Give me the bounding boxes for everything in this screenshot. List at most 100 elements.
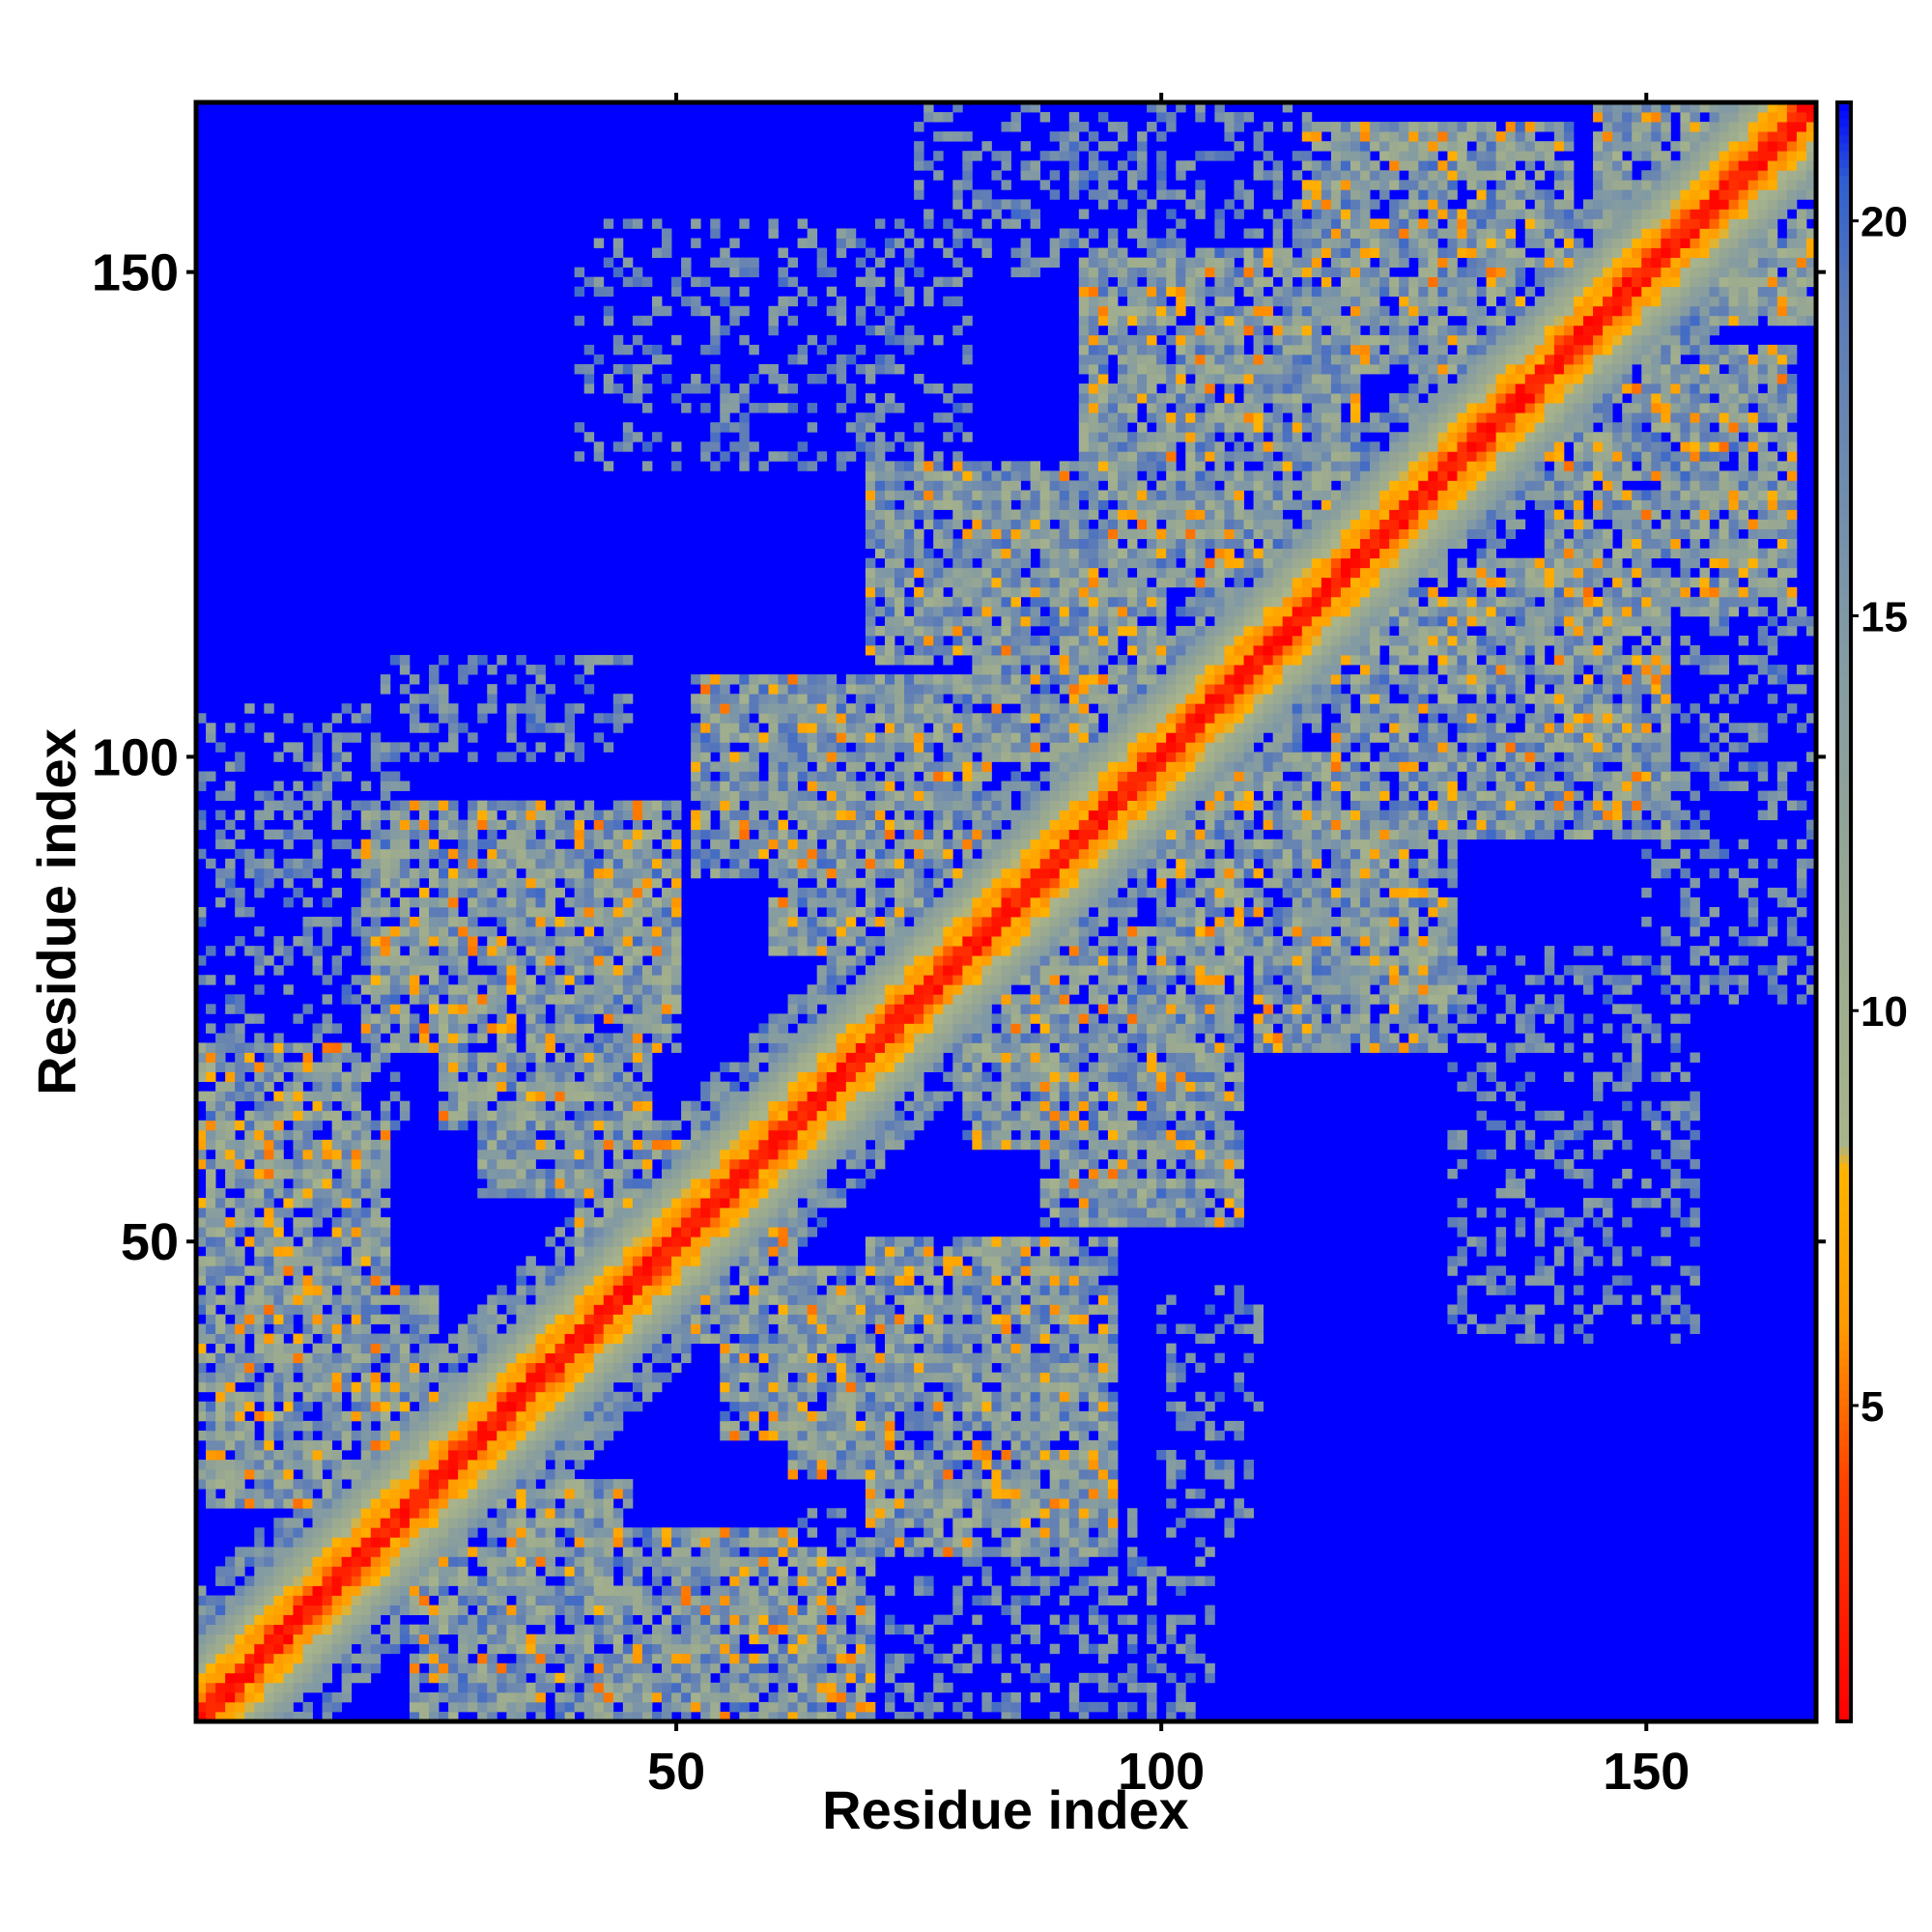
heatmap-cell — [389, 1042, 401, 1053]
heatmap-cell — [360, 887, 372, 898]
heatmap-cell — [370, 1062, 382, 1072]
heatmap-cell — [797, 1052, 809, 1063]
heatmap-cell — [574, 1062, 585, 1072]
heatmap-cell — [370, 1236, 382, 1247]
heatmap-cell — [710, 1188, 721, 1199]
heatmap-cell — [264, 1208, 274, 1218]
heatmap-cell — [622, 1188, 634, 1199]
heatmap-cell — [603, 1052, 614, 1063]
heatmap-cell — [196, 1139, 207, 1151]
heatmap-cell — [662, 965, 672, 976]
heatmap-cell — [264, 1129, 274, 1141]
heatmap-cell — [302, 1362, 313, 1374]
heatmap-cell — [477, 1333, 488, 1344]
heatmap-cell — [351, 800, 362, 811]
heatmap-cell — [206, 1449, 216, 1461]
heatmap-cell — [283, 1420, 294, 1432]
heatmap-cell — [215, 1372, 226, 1383]
heatmap-cell — [225, 867, 236, 879]
heatmap-cell — [758, 1023, 769, 1034]
heatmap-cell — [739, 1362, 750, 1374]
heatmap-cell — [758, 1372, 769, 1383]
heatmap-cell — [545, 1527, 555, 1538]
heatmap-cell — [671, 276, 682, 288]
heatmap-cell — [632, 1110, 643, 1122]
heatmap-cell — [351, 1081, 362, 1093]
heatmap-cell — [632, 867, 643, 879]
heatmap-cell — [778, 1314, 788, 1324]
heatmap-cell — [273, 1634, 284, 1645]
heatmap-cell — [622, 1042, 634, 1053]
heatmap-cell — [477, 955, 488, 966]
heatmap-cell — [273, 781, 284, 791]
heatmap-cell — [487, 1691, 497, 1703]
heatmap-cell — [593, 946, 605, 956]
heatmap-cell — [370, 1479, 382, 1490]
heatmap-cell — [331, 1547, 343, 1557]
heatmap-cell — [641, 1701, 653, 1713]
heatmap-cell — [545, 858, 555, 869]
heatmap-cell — [283, 1479, 294, 1490]
heatmap-cell — [264, 1469, 274, 1480]
heatmap-cell — [632, 276, 643, 288]
heatmap-cell — [700, 694, 711, 704]
heatmap-cell — [302, 1129, 313, 1141]
heatmap-cell — [487, 1585, 497, 1596]
heatmap-cell — [254, 1566, 265, 1577]
heatmap-cell — [215, 1265, 226, 1276]
heatmap-cell — [468, 917, 478, 927]
heatmap-cell — [506, 703, 517, 714]
heatmap-cell — [506, 732, 517, 743]
heatmap-cell — [516, 1120, 526, 1131]
heatmap-cell — [244, 1314, 255, 1324]
heatmap-cell — [322, 1091, 332, 1102]
heatmap-cell — [632, 1275, 643, 1286]
heatmap-cell — [283, 1285, 294, 1295]
heatmap-cell — [671, 393, 682, 404]
heatmap-cell — [651, 296, 663, 307]
heatmap-cell — [497, 1527, 507, 1538]
heatmap-cell — [429, 1547, 440, 1557]
heatmap-cell — [583, 1537, 595, 1548]
heatmap-cell — [487, 1479, 497, 1490]
heatmap-cell — [312, 1662, 323, 1674]
heatmap-cell — [322, 1672, 332, 1684]
heatmap-cell — [380, 955, 391, 966]
heatmap-cell — [206, 1314, 216, 1324]
heatmap-cell — [720, 1120, 730, 1131]
heatmap-cell — [331, 1256, 343, 1266]
heatmap-cell — [215, 1653, 226, 1664]
heatmap-cell — [429, 984, 440, 995]
heatmap-cell — [758, 1566, 769, 1577]
heatmap-cell — [710, 363, 721, 375]
heatmap-cell — [439, 1391, 449, 1403]
heatmap-cell — [477, 1624, 488, 1635]
heatmap-cell — [662, 936, 672, 947]
heatmap-cell — [554, 1052, 565, 1063]
heatmap-cell — [341, 1352, 353, 1364]
heatmap-cell — [787, 1343, 798, 1354]
heatmap-cell — [418, 1439, 430, 1451]
heatmap-cell — [749, 1537, 759, 1548]
heatmap-cell — [564, 1518, 576, 1528]
heatmap-cell — [215, 1091, 226, 1102]
heatmap-cell — [545, 1672, 555, 1684]
heatmap-cell — [244, 1372, 255, 1383]
heatmap-cell — [418, 965, 430, 976]
heatmap-cell — [351, 1595, 362, 1605]
heatmap-cell — [351, 1275, 362, 1286]
heatmap-cell — [583, 994, 595, 1005]
heatmap-cell — [554, 975, 565, 985]
heatmap-cell — [720, 800, 730, 811]
heatmap-cell — [244, 946, 255, 956]
heatmap-cell — [749, 1662, 759, 1674]
heatmap-cell — [487, 1304, 497, 1315]
heatmap-cell — [632, 838, 643, 850]
heatmap-cell — [816, 1469, 828, 1480]
heatmap-cell — [681, 1246, 692, 1257]
heatmap-cell — [622, 1489, 634, 1499]
heatmap-cell — [758, 1672, 769, 1684]
heatmap-cell — [526, 1314, 536, 1324]
heatmap-cell — [468, 1643, 478, 1655]
heatmap-cell — [807, 800, 818, 811]
